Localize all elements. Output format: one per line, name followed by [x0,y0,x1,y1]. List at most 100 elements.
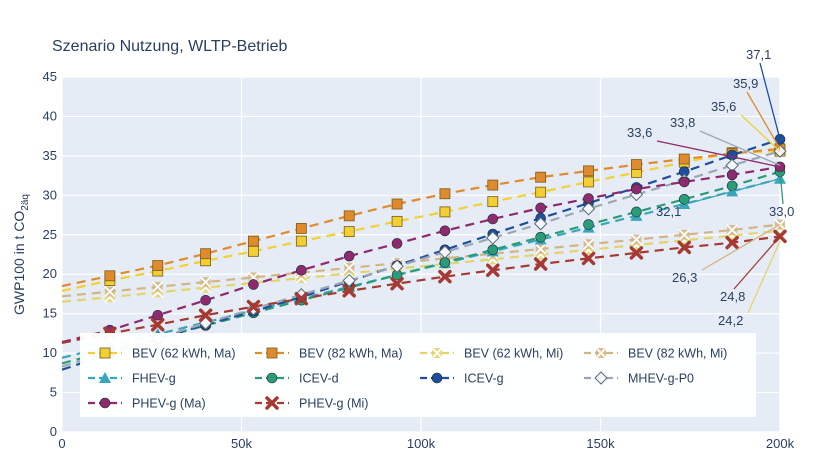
legend-label: MHEV-g-P0 [628,372,694,386]
y-tick-label: 0 [50,424,57,439]
annotation-label: 35,6 [711,99,736,114]
data-point-phev-g-ma [487,213,499,225]
legend-item-fhev-g: FHEV-g [88,372,176,386]
x-tick-label: 50k [231,436,252,451]
data-point-icev-d [535,231,546,243]
data-point-phev-g-mi [677,240,692,255]
data-point-phev-g-mi [246,299,261,314]
series-line-phev-g-ma [61,165,781,344]
legend-label: ICEV-d [299,372,339,386]
annotation-leader-line [759,62,781,140]
annotation-labels: 37,1 35,9 35,6 33,8 33,6 32,1 33,0 26,3 24,8 24,2 [627,47,794,328]
data-point-bev-82-kwh-ma [678,153,690,165]
annotation-label: 24,8 [720,289,745,304]
data-point-phev-g-mi [150,317,165,332]
data-point-icev-d [487,244,499,256]
data-point-bev-82-kwh-ma [295,223,307,234]
x-tick-label: 200k [766,436,795,451]
legend-label: PHEV-g (Ma) [132,397,206,411]
series-phev-g-mi [61,229,787,344]
data-point-phev-g-ma [678,176,690,188]
annotation-leaders [656,62,784,314]
series-bev-82-kwh-ma [61,143,786,288]
legend-label: ICEV-g [464,372,504,386]
data-point-mhev-g-p0 [629,187,644,202]
annotation-leader-line [656,140,781,168]
data-point-phev-g-ma [726,169,738,181]
legend-swatch-marker [99,372,111,383]
x-tick-label: 100k [407,436,436,451]
y-axis-label-main: GWP100 in t CO [11,211,27,315]
chart-title: Szenario Nutzung, WLTP-Betrieb [52,38,287,55]
data-point-bev-82-kwh-mi [104,285,116,298]
legend-label: PHEV-g (Mi) [299,397,368,411]
data-point-bev-62-kwh-ma [439,206,451,218]
data-point-phev-g-mi [581,251,596,266]
legend-label: BEV (82 kWh, Mi) [628,347,727,361]
legend-swatch-marker [431,347,443,359]
annotation-label: 33,6 [627,125,652,140]
legend: BEV (62 kWh, Ma) BEV (82 kWh, Ma) BEV (62 … [80,333,756,417]
series-line-icev-g [61,138,781,371]
y-tick-label: 30 [43,187,57,202]
y-tick-label: 5 [50,385,57,400]
data-point-bev-82-kwh-ma [248,235,259,247]
annotation-leader-line [747,240,781,314]
series-line-bev-82-kwh-ma [61,147,781,288]
legend-swatch-marker [99,397,111,409]
data-point-phev-g-ma [296,264,307,276]
data-point-bev-82-kwh-ma [200,248,212,260]
y-tick-label: 25 [43,227,57,242]
data-point-phev-g-mi [198,308,213,322]
series-line-mhev-g-p0 [61,150,781,368]
series-line-phev-g-mi [61,235,781,344]
data-point-bev-62-kwh-ma [535,186,547,198]
series-line-bev-62-kwh-mi [61,229,781,303]
data-point-bev-62-kwh-ma [343,226,355,238]
annotation-leader-line [701,223,781,271]
data-point-mhev-g-p0 [486,231,500,245]
data-point-bev-82-kwh-ma [487,179,499,191]
data-point-phev-g-ma [200,294,211,306]
series-phev-g-ma [61,161,786,344]
data-point-phev-g-ma [583,193,594,204]
x-tick-label: 150k [586,436,615,451]
data-point-phev-g-mi [438,269,452,284]
legend-item-phev-g-mi: PHEV-g (Mi) [255,396,368,411]
annotation-leader-line [733,235,781,290]
legend-label: BEV (82 kWh, Ma) [299,347,403,361]
legend-box [80,333,756,417]
y-tick-label: 40 [43,108,57,123]
data-point-bev-82-kwh-mi [678,229,690,241]
data-point-bev-82-kwh-mi [726,224,738,236]
data-point-icev-d [678,193,690,205]
data-point-phev-g-mi [629,246,644,260]
data-point-bev-82-kwh-mi [630,233,643,246]
annotation-leader-line [740,114,781,152]
y-axis-label-subscript: 2äq [20,194,31,211]
legend-item-bev-82-kwh-ma: BEV (82 kWh, Ma) [255,347,403,361]
legend-item-bev-62-kwh-mi: BEV (62 kWh, Mi) [420,347,563,361]
annotation-leader-line [699,130,781,166]
annotation-label: 35,9 [733,76,758,91]
y-axis-label: GWP100 in t CO2äq [11,194,31,315]
data-point-bev-62-kwh-ma [583,176,594,188]
data-point-phev-g-ma [535,202,546,214]
legend-item-mhev-g-p0: MHEV-g-P0 [584,371,694,386]
data-point-bev-82-kwh-mi [343,262,355,274]
data-point-bev-82-kwh-ma [535,171,547,183]
y-axis-ticks: 0 5 10 15 20 25 30 35 40 45 [43,69,57,439]
data-point-mhev-g-p0 [438,245,452,259]
legend-swatch-marker [594,371,608,385]
data-point-icev-d [583,219,594,230]
y-tick-label: 20 [43,266,57,281]
annotation-label: 33,0 [769,204,794,219]
data-point-bev-82-kwh-mi [199,276,212,288]
data-point-phev-g-mi [486,263,500,278]
data-point-bev-82-kwh-ma [343,210,355,222]
x-tick-label: 0 [58,436,65,451]
legend-swatch-marker [265,396,279,410]
legend-swatch-marker [595,347,607,359]
data-point-phev-g-ma [248,279,259,290]
